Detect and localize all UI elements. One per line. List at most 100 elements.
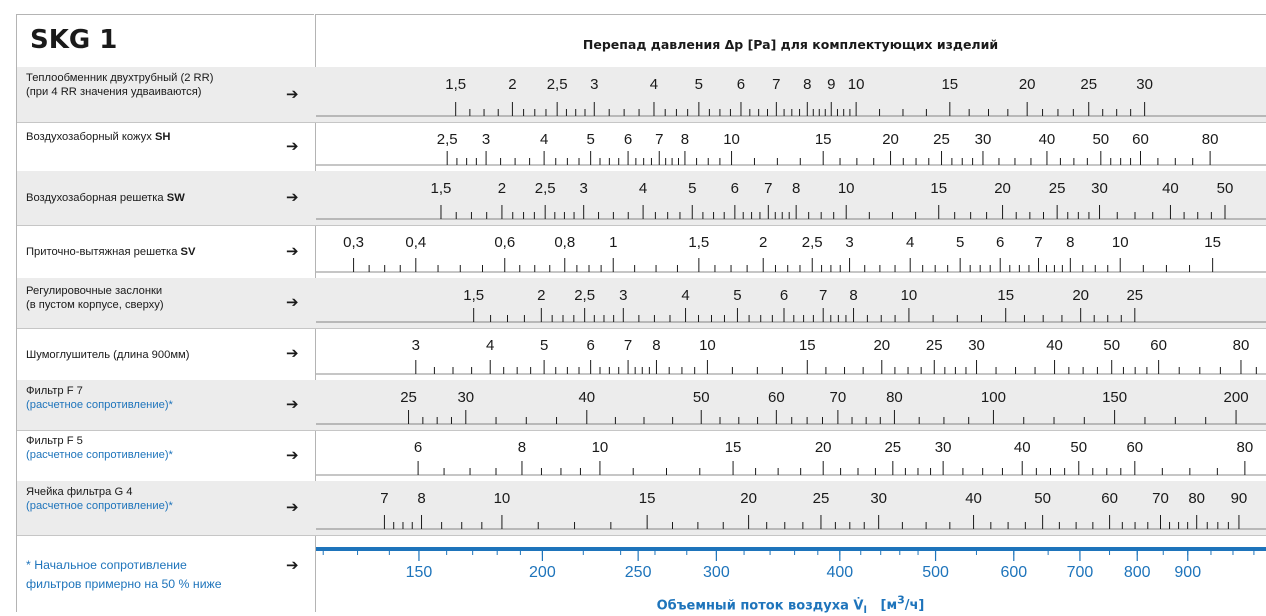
scale-label: 20 [1019,76,1036,93]
scale-label: 150 [1102,389,1127,406]
scale-label: 15 [997,287,1014,304]
scale-label: 2 [537,287,545,304]
row-label: Регулировочные заслонки (в пустом корпусе… [26,284,164,312]
scale-label: 60 [1132,131,1149,148]
scale-label: 5 [733,287,741,304]
scale-label: 4 [906,234,914,251]
scale-label: 70 [830,389,847,406]
scale-label: 50 [1092,131,1109,148]
scale-label: 1,5 [688,234,709,251]
scale-label: 25 [926,337,943,354]
scale-row-marks: 2,5 3 4 5 6 7 8 10 15 20 25 30 40 50 60 80 [316,131,1266,166]
scale-label: 5 [586,131,594,148]
row-divider [17,328,1266,329]
scale-label: 25 [1080,76,1097,93]
flow-tick-label: 600 [1000,564,1027,581]
row-divider [17,122,1266,123]
scale-label: 90 [1231,490,1248,507]
row-label-line: Ячейка фильтра G 4 [26,485,173,499]
scale-label: 2,5 [535,180,556,197]
scale-label: 20 [815,439,832,456]
scale-label: 40 [1162,180,1179,197]
scale-row-marks: 0,3 0,4 0,6 0,8 1 1,5 2 2,5 3 4 5 6 7 8 10 15 [316,234,1266,273]
row-divider [17,430,1266,431]
scale-label: 1,5 [445,76,466,93]
flow-axis-label-unit: [м3/ч] [871,594,925,613]
scale-label: 80 [1202,131,1219,148]
scale-label: 2,5 [547,76,568,93]
flow-axis-unit-sup: 3 [897,594,905,607]
scale-label: 10 [592,439,609,456]
row-label-text: SW [166,192,185,204]
scale-label: 30 [975,131,992,148]
flow-tick-label: 900 [1174,564,1201,581]
scale-label: 30 [935,439,952,456]
scale-label: 7 [655,131,663,148]
scale-label: 2 [508,76,516,93]
row-label-line: Фильтр F 7 [26,384,173,398]
scale-label: 15 [799,337,816,354]
flow-tick-label: 300 [703,564,730,581]
flow-axis-label: Объемный поток воздуха V̇l [м3/ч] [315,594,1266,616]
scale-label: 30 [870,490,887,507]
scale-label: 0,4 [405,234,426,251]
scale-label: 20 [994,180,1011,197]
scale-label: 0,8 [554,234,575,251]
arrow-icon: ➔ [286,137,299,155]
row-label-line: (в пустом корпусе, сверху) [26,298,164,312]
scale-row-marks: 6 8 10 15 20 25 30 40 50 60 80 [316,439,1266,476]
row-label-line: Шумоглушитель (длина 900мм) [26,348,189,362]
arrow-icon: ➔ [286,498,299,516]
row-label: Теплообменник двухтрубный (2 RR) (при 4 R… [26,71,213,99]
row-label-text: SV [180,246,196,258]
scale-label: 80 [1233,337,1250,354]
scale-label: 20 [882,131,899,148]
row-label-text: SH [154,131,171,143]
flow-tick-label: 150 [406,564,433,581]
row-label: Воздухозаборный кожух SH [26,130,170,144]
scale-label: 15 [930,180,947,197]
scale-label: 25 [1126,287,1143,304]
arrow-icon: ➔ [286,85,299,103]
arrow-icon: ➔ [286,293,299,311]
scale-label: 25 [884,439,901,456]
scale-label: 10 [494,490,511,507]
note-line: фильтров примерно на 50 % ниже [26,577,222,591]
scale-label: 25 [933,131,950,148]
scale-label: 60 [1150,337,1167,354]
scale-label: 15 [941,76,958,93]
scale-label: 7 [1034,234,1042,251]
flow-tick-label: 500 [922,564,949,581]
row-label-line: Регулировочные заслонки [26,284,164,298]
scale-label: 8 [652,337,660,354]
scale-label: 30 [1136,76,1153,93]
row-label-line: Воздухозаборный кожух SH [26,130,170,144]
scale-label: 2,5 [574,287,595,304]
scale-label: 15 [1204,234,1221,251]
scale-label: 15 [725,439,742,456]
flow-tick-label: 250 [625,564,652,581]
scale-label: 60 [1126,439,1143,456]
row-label-text: (расчетное сопротивление)* [26,449,173,461]
scale-label: 5 [540,337,548,354]
scale-label: 8 [518,439,526,456]
scale-label: 1,5 [463,287,484,304]
scale-label: 7 [624,337,632,354]
row-label-line: Теплообменник двухтрубный (2 RR) [26,71,213,85]
scale-label: 25 [813,490,830,507]
scale-label: 2,5 [437,131,458,148]
scale-label: 10 [901,287,918,304]
arrow-icon: ➔ [286,395,299,413]
scale-label: 4 [540,131,548,148]
scale-label: 5 [695,76,703,93]
scale-label: 200 [1224,389,1249,406]
flow-tick-label: 400 [826,564,853,581]
scale-label: 10 [1112,234,1129,251]
row-label-text: Воздухозаборная решетка [26,192,167,204]
flow-tick-label: 200 [529,564,556,581]
scale-label: 10 [848,76,865,93]
scale-label: 8 [1066,234,1074,251]
scale-label: 6 [996,234,1004,251]
scale-label: 8 [417,490,425,507]
scale-label: 70 [1152,490,1169,507]
